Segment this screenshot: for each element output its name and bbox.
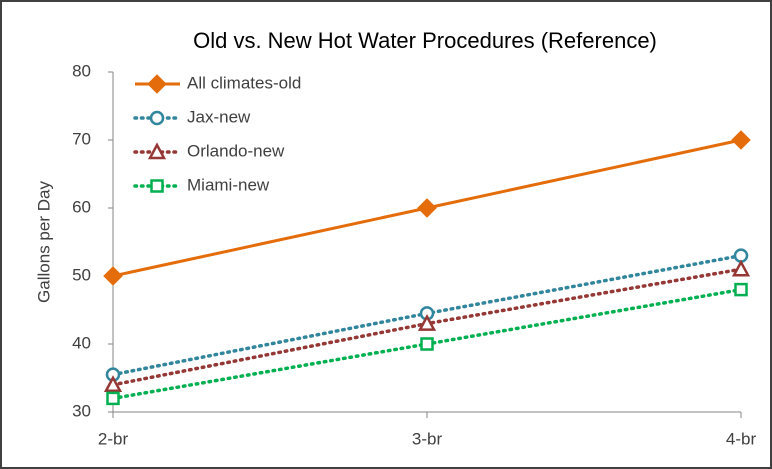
x-tick-label: 2-br — [98, 429, 129, 448]
marker — [106, 391, 120, 406]
legend-marker — [150, 179, 164, 193]
y-axis-title: Gallons per Day — [34, 181, 53, 303]
legend-label: Miami-new — [187, 175, 270, 194]
legend-label: Jax-new — [187, 107, 251, 126]
marker — [417, 198, 437, 218]
marker — [417, 313, 437, 331]
y-tick-label: 40 — [72, 333, 91, 352]
y-tick-label: 80 — [72, 61, 91, 80]
marker — [734, 282, 748, 297]
y-tick-label: 50 — [72, 265, 91, 284]
marker — [420, 337, 434, 351]
marker — [103, 375, 123, 393]
y-tick-label: 60 — [72, 197, 91, 216]
legend-label: All climates-old — [187, 73, 301, 92]
y-tick-label: 70 — [72, 129, 91, 148]
marker — [731, 130, 751, 150]
marker — [103, 266, 123, 286]
marker — [731, 259, 751, 277]
legend-marker — [147, 142, 167, 160]
x-tick-label: 3-br — [412, 429, 443, 448]
legend-label: Orlando-new — [187, 141, 285, 160]
y-tick-label: 30 — [72, 401, 91, 420]
chart-title: Old vs. New Hot Water Procedures (Refere… — [193, 28, 657, 53]
x-tick-label: 4-br — [726, 429, 757, 448]
legend-marker — [149, 110, 165, 126]
legend-marker — [147, 74, 167, 94]
